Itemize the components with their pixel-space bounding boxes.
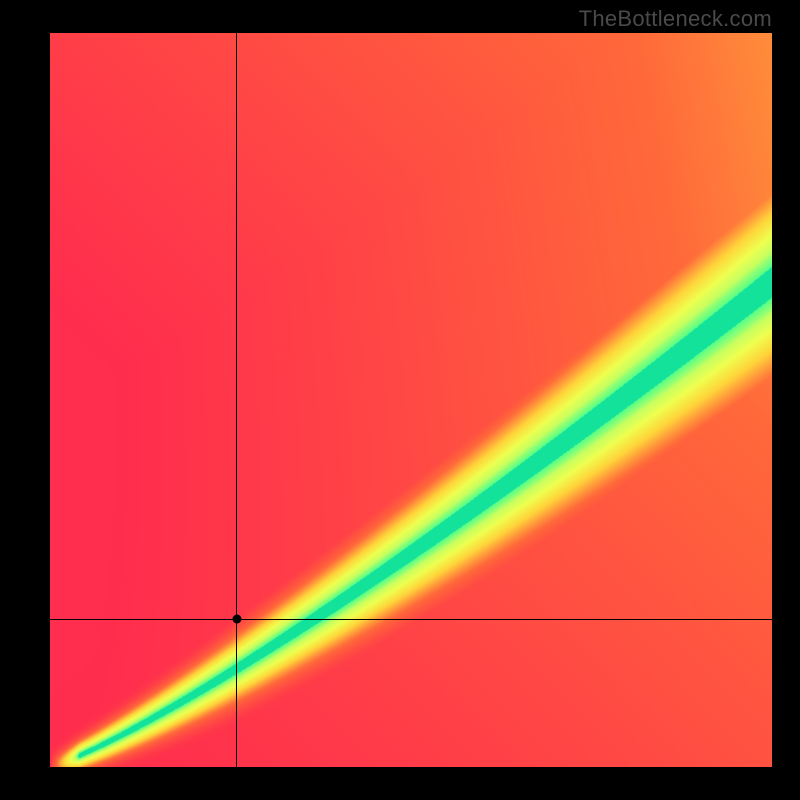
marker-dot bbox=[232, 615, 241, 624]
heatmap-plot bbox=[50, 33, 772, 767]
watermark-text: TheBottleneck.com bbox=[579, 6, 772, 32]
crosshair-vertical bbox=[236, 33, 237, 767]
crosshair-horizontal bbox=[50, 619, 772, 620]
heatmap-canvas bbox=[50, 33, 772, 767]
